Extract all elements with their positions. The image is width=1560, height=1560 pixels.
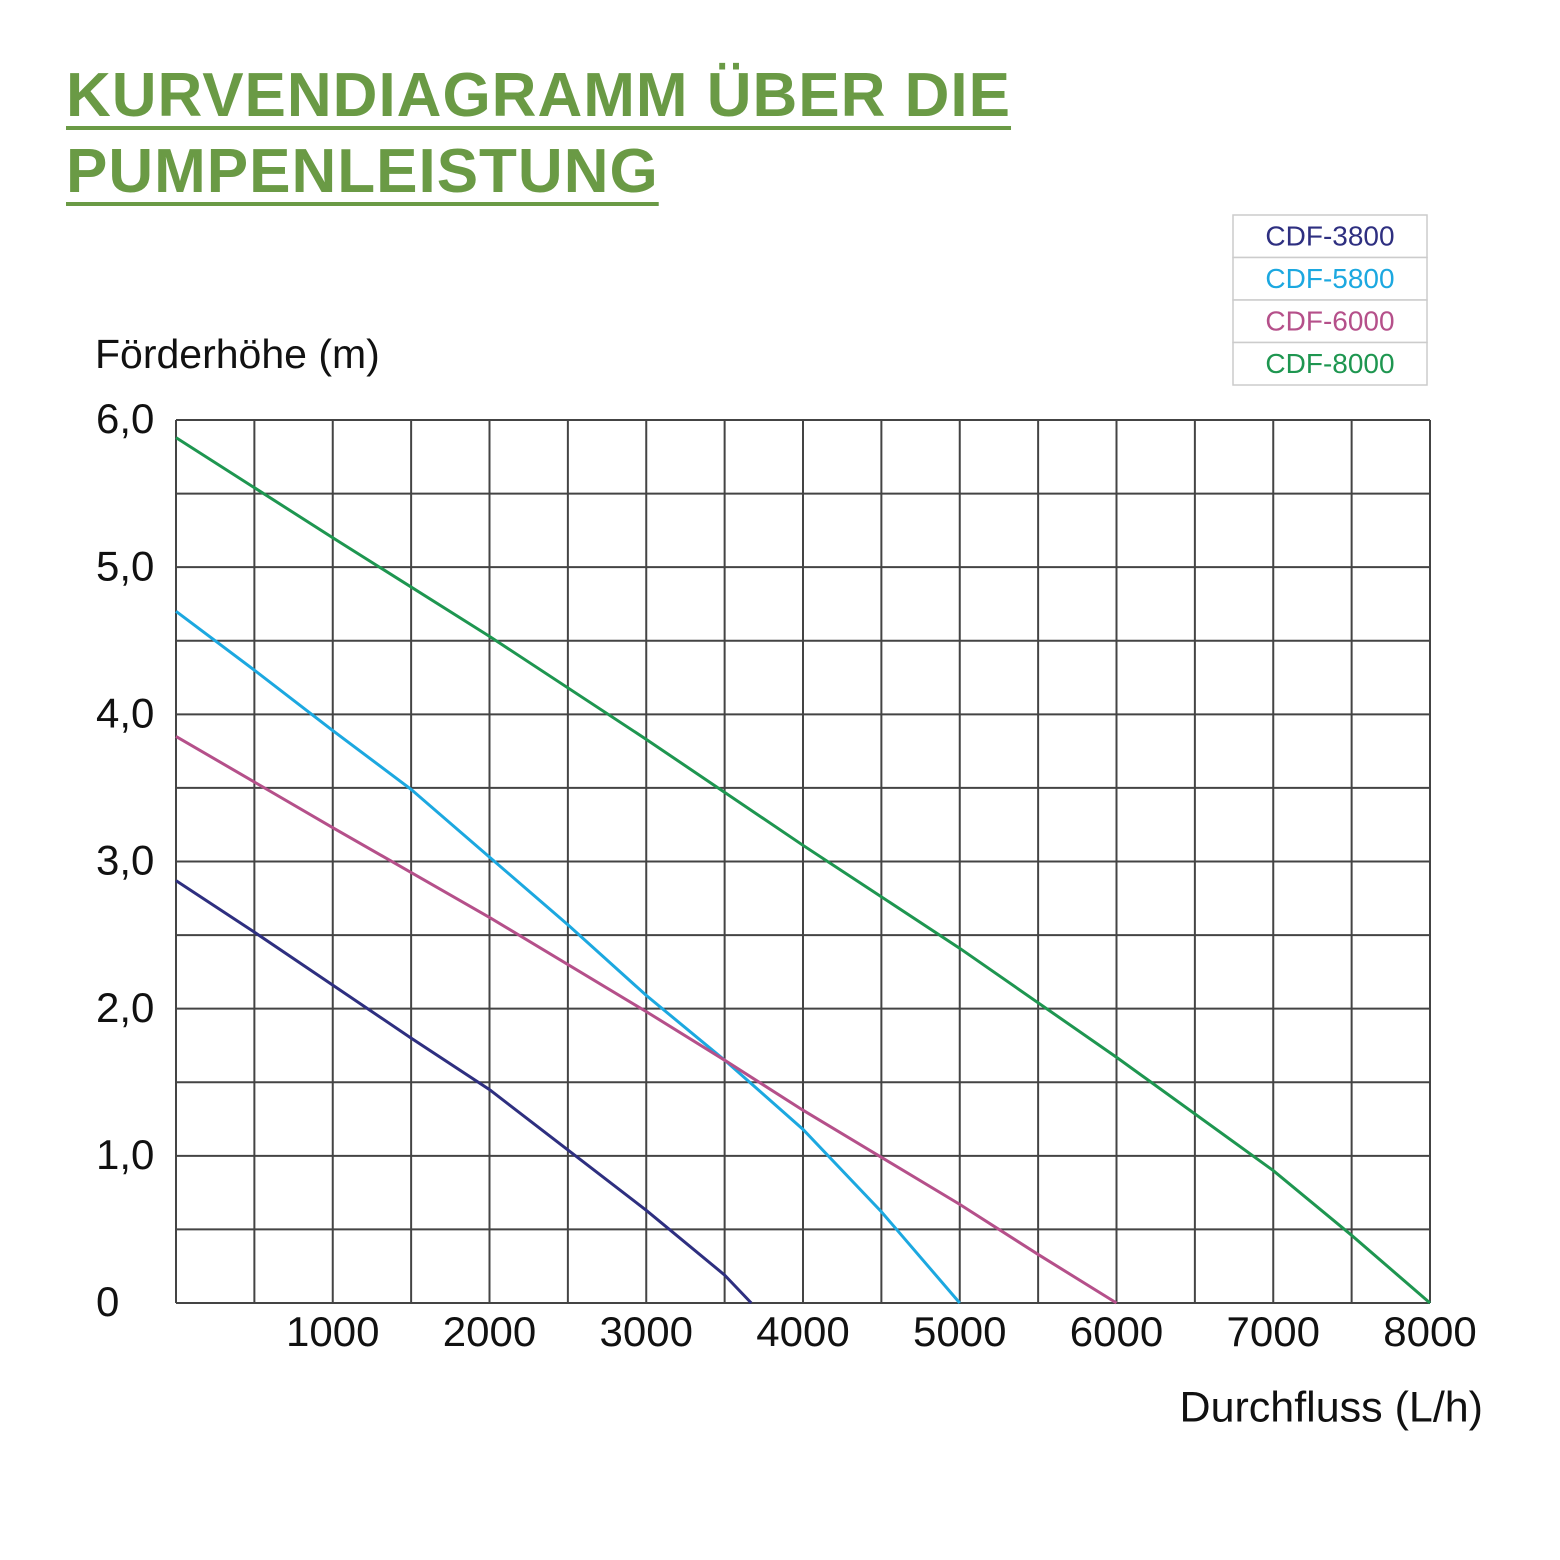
series-line: [175, 879, 753, 1305]
legend-label: CDF-5800: [1265, 263, 1394, 294]
x-axis-label: Durchfluss (L/h): [1180, 1383, 1483, 1431]
y-tick-label: 0: [96, 1278, 119, 1325]
y-tick-label: 5,0: [96, 542, 154, 589]
x-tick-label: 4000: [756, 1308, 849, 1355]
x-tick-label: 8000: [1383, 1308, 1476, 1355]
y-tick-label: 2,0: [96, 984, 154, 1031]
y-tick-label: 4,0: [96, 689, 154, 736]
legend-label: CDF-3800: [1265, 221, 1394, 252]
x-tick-label: 5000: [913, 1308, 1006, 1355]
x-tick-label: 3000: [600, 1308, 693, 1355]
y-tick-label: 3,0: [96, 837, 154, 884]
x-tick-label: 1000: [286, 1308, 379, 1355]
x-tick-label: 2000: [443, 1308, 536, 1355]
legend-label: CDF-8000: [1265, 348, 1394, 379]
series-line: [175, 436, 1431, 1305]
y-axis-label: Förderhöhe (m): [95, 331, 380, 377]
x-tick-label: 7000: [1227, 1308, 1320, 1355]
legend-box: [1232, 214, 1428, 259]
legend-box: [1232, 299, 1428, 344]
x-tick-label: 6000: [1070, 1308, 1163, 1355]
chart-title: KURVENDIAGRAMM ÜBER DIE PUMPENLEISTUNG: [66, 61, 1012, 206]
legend-label: CDF-6000: [1265, 306, 1394, 337]
legend-box: [1232, 256, 1428, 301]
y-tick-label: 1,0: [96, 1131, 154, 1178]
series-line: [175, 610, 961, 1304]
series-line: [175, 735, 1118, 1305]
legend-box: [1232, 341, 1428, 386]
y-tick-label: 6,0: [96, 395, 154, 442]
